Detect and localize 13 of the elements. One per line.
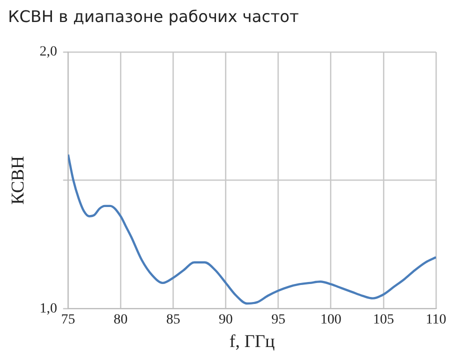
y-tick-label: 2,0	[40, 44, 58, 60]
x-tick-label: 80	[114, 312, 128, 328]
x-tick-label: 95	[271, 312, 286, 328]
x-tick-label: 100	[320, 312, 342, 328]
x-tick-label: 110	[426, 312, 446, 328]
chart-title: КСВН в диапазоне рабочих частот	[8, 6, 300, 28]
y-tick-label: 1,0	[40, 301, 58, 316]
x-tick-label: 105	[372, 312, 394, 328]
x-tick-label: 90	[218, 312, 233, 328]
x-tick-label: 75	[61, 312, 76, 328]
x-tick-label: 85	[166, 312, 180, 328]
x-axis-title: f, ГГц	[229, 330, 276, 351]
y-axis-title: КСВН	[8, 156, 28, 205]
